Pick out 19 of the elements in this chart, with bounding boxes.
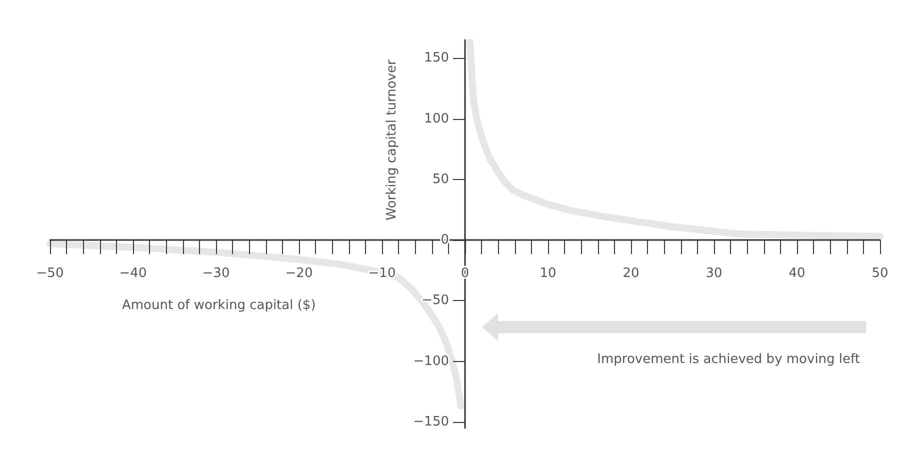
x-tick-label: −50 — [36, 266, 64, 282]
y-tick-label: −50 — [422, 293, 449, 308]
x-tick-label: −10 — [368, 266, 396, 282]
x-tick-label: −40 — [119, 266, 147, 282]
x-tick-label: 10 — [540, 266, 556, 282]
y-tick-label: −100 — [413, 354, 449, 369]
y-tick-label: −150 — [413, 414, 449, 430]
x-tick-label: 20 — [622, 266, 640, 282]
y-axis-title: Working capital turnover — [384, 60, 400, 220]
x-tick-label: −30 — [202, 266, 230, 282]
y-tick-label: 150 — [424, 50, 449, 66]
annotation: Improvement is achieved by moving left — [597, 352, 860, 367]
x-tick-label: −20 — [285, 266, 313, 282]
y-tick-label: 50 — [432, 172, 449, 187]
x-tick-label: 30 — [706, 266, 722, 282]
x-axis-title: Amount of working capital ($) — [122, 298, 316, 313]
y-tick-label: 100 — [424, 111, 449, 126]
x-tick-label: 40 — [788, 266, 806, 282]
x-tick-label: 50 — [872, 266, 888, 282]
